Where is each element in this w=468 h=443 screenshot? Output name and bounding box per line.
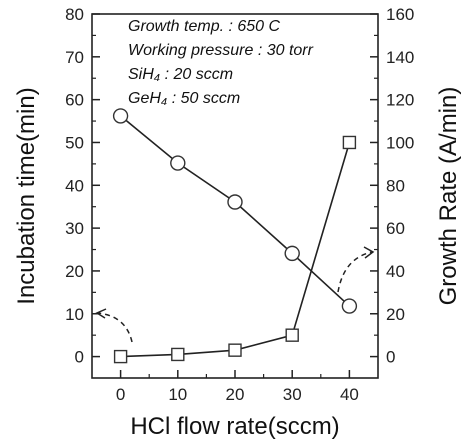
annotation-working-pressure: Working pressure : 30 torr [128, 42, 314, 59]
right-arrow-head [363, 246, 375, 259]
series-lines [120, 115, 351, 358]
x-axis-title: HCl flow rate(sccm) [130, 413, 339, 440]
right-tick-label: 80 [386, 176, 405, 195]
incubation-time-point [284, 245, 300, 262]
right-tick-label: 120 [386, 91, 414, 110]
x-tick-label: 20 [226, 385, 245, 404]
left-tick-label: 80 [65, 5, 84, 24]
annotation-sih4: SiH₄ : 20 sccm [128, 66, 233, 83]
left-tick-label: 50 [65, 133, 84, 152]
right-tick-label: 100 [386, 133, 414, 152]
growth-rate-line [120, 142, 351, 358]
x-tick-label: 10 [168, 385, 187, 404]
annotation-growth-temp: Growth temp. : 650 C [128, 18, 281, 35]
right-tick-label: 60 [386, 219, 405, 238]
incubation-time-line [120, 115, 350, 307]
left-tick-label: 30 [65, 219, 84, 238]
right-tick-label: 160 [386, 5, 414, 24]
axis-indicator-arrows [95, 246, 375, 343]
left-tick-label: 20 [65, 262, 84, 281]
left-tick-label: 40 [65, 176, 84, 195]
left-tick-label: 60 [65, 91, 84, 110]
annotation-block: Growth temp. : 650 C Working pressure : … [128, 18, 314, 107]
growth-rate-point [342, 135, 357, 150]
x-tick-label: 0 [116, 385, 125, 404]
growth-rate-point [285, 328, 299, 342]
right-arrow-curve [337, 251, 373, 293]
right-tick-label: 0 [386, 348, 395, 367]
x-axis: 0 10 20 30 40 [116, 370, 359, 404]
x-tick-label: 40 [340, 385, 359, 404]
left-axis: 0 10 20 30 40 50 60 70 80 [65, 5, 100, 367]
incubation-time-point [112, 108, 129, 124]
growth-rate-point [171, 347, 185, 362]
series-markers [112, 108, 358, 364]
right-tick-label: 140 [386, 48, 414, 67]
right-axis: 0 20 40 60 80 100 120 140 160 [370, 5, 414, 367]
incubation-time-point [341, 298, 358, 314]
left-axis-title: Incubation time(min) [13, 87, 40, 304]
right-tick-label: 40 [386, 262, 405, 281]
incubation-time-point [227, 194, 243, 210]
left-tick-label: 0 [75, 348, 84, 367]
growth-rate-point [228, 343, 242, 357]
incubation-time-point [170, 155, 186, 171]
growth-rate-point [113, 349, 128, 364]
x-tick-label: 30 [283, 385, 302, 404]
left-arrow-head [95, 308, 107, 319]
right-axis-title: Growth Rate (A/min) [435, 87, 462, 306]
left-tick-label: 10 [65, 305, 84, 324]
left-tick-label: 70 [65, 48, 84, 67]
left-arrow-curve [97, 312, 133, 343]
right-tick-label: 20 [386, 305, 405, 324]
annotation-geh4: GeH₄ : 50 sccm [128, 90, 240, 107]
